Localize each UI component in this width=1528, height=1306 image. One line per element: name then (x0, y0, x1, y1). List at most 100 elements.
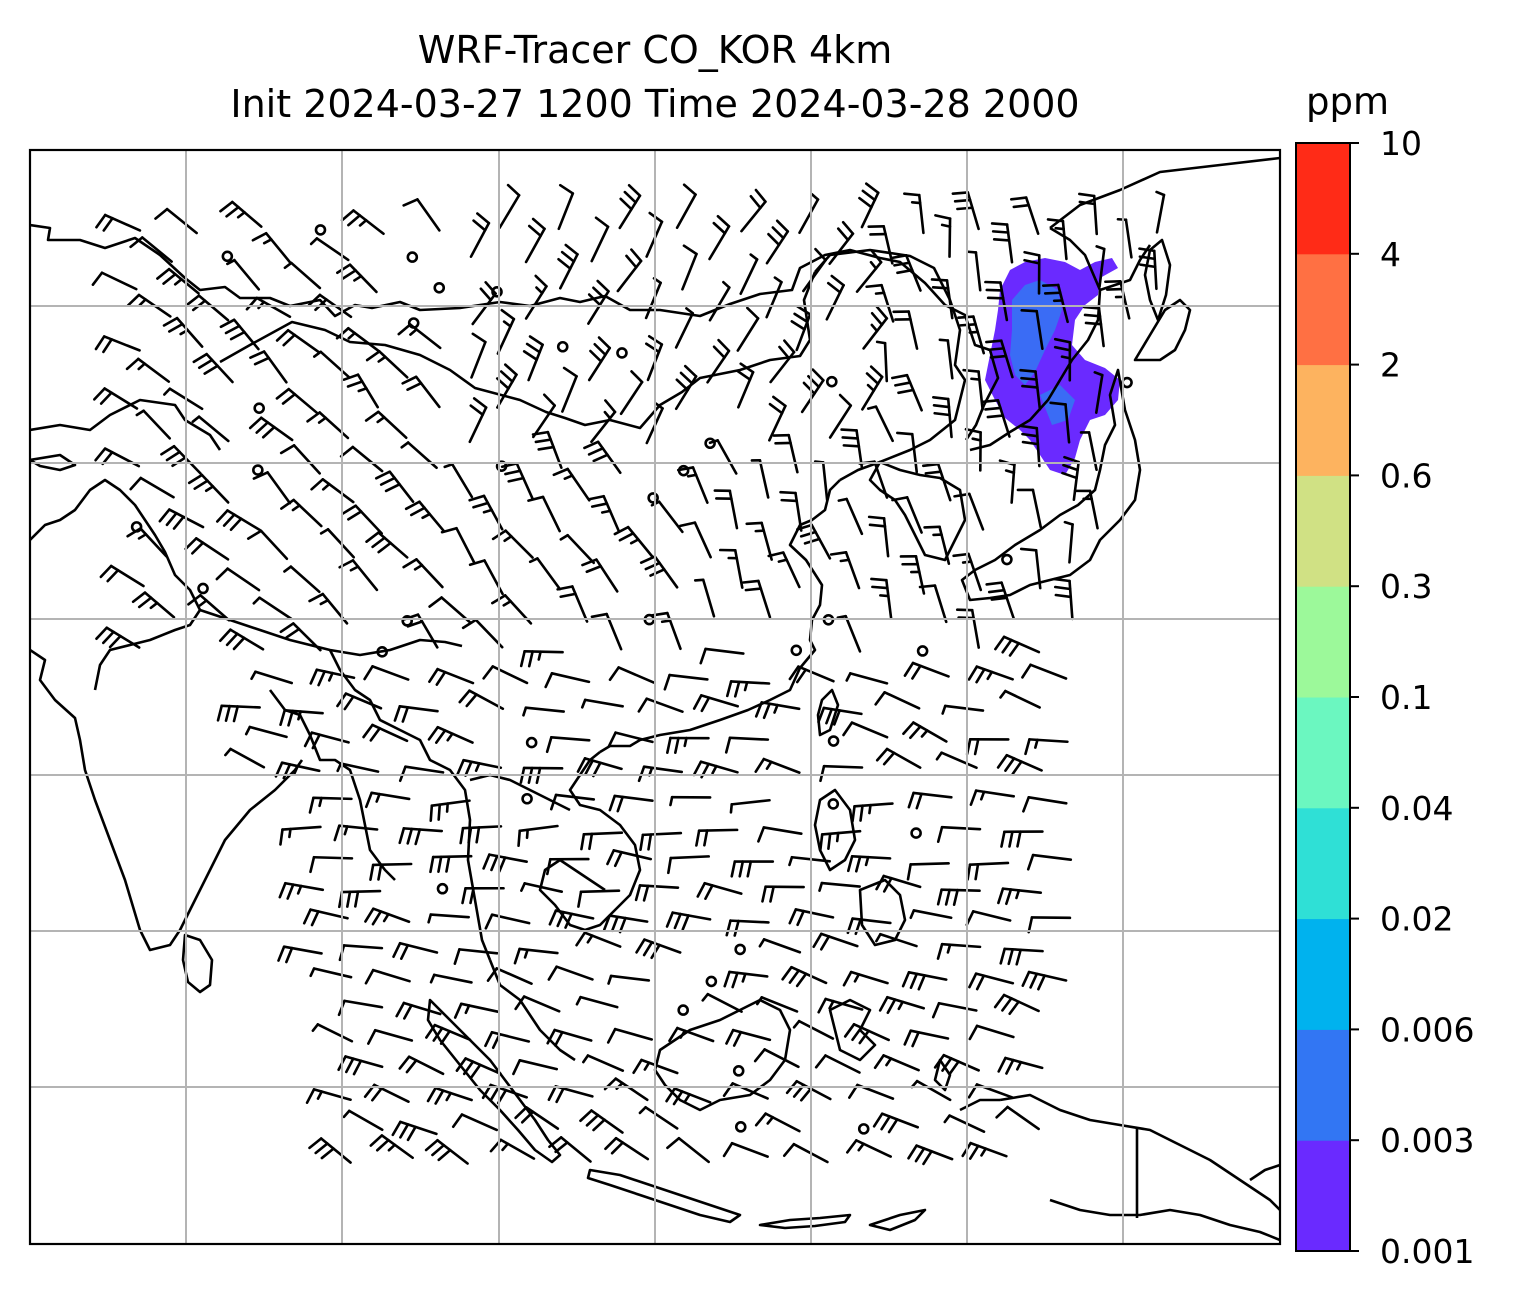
wind-barb (722, 1141, 769, 1158)
wind-barb (402, 558, 444, 589)
wind-barb (813, 460, 829, 502)
wind-barb (364, 968, 411, 985)
wind-barb (310, 478, 355, 504)
wind-barb (724, 736, 770, 754)
colorbar-tick-label: 0.3 (1380, 567, 1432, 606)
wind-barb (425, 1023, 472, 1045)
wind-barb (577, 889, 621, 908)
wind-barb (519, 650, 564, 668)
wind-barb (825, 274, 845, 321)
coastline-taiwan (816, 688, 840, 737)
wind-barb (701, 992, 743, 1013)
wind-barb (754, 757, 801, 774)
chart-title-line2: Init 2024-03-27 1200 Time 2024-03-28 200… (230, 82, 1080, 126)
wind-barb (862, 305, 889, 350)
wind-barb (187, 473, 230, 504)
wind-barb (757, 826, 803, 843)
wind-barb (845, 1139, 892, 1158)
wind-barb (275, 329, 321, 354)
wind-barb (163, 387, 204, 411)
wind-barb (865, 283, 895, 323)
wind-barb (966, 861, 1010, 881)
wind-barb (739, 253, 759, 296)
wind-barb (674, 364, 698, 411)
wind-barb (890, 254, 922, 292)
coastline-india (30, 648, 304, 952)
wind-barb (800, 368, 825, 414)
wind-barb (637, 765, 684, 783)
wind-barb (275, 387, 320, 415)
wind-barb (218, 628, 265, 651)
wind-barb (867, 515, 890, 558)
wind-barb (790, 305, 812, 352)
coastline-japan-hokkaido (1133, 298, 1192, 362)
wind-barb (582, 1054, 625, 1072)
wind-barb (469, 212, 491, 258)
colorbar-segment (1296, 918, 1350, 1030)
wind-barb (993, 993, 1040, 1016)
wind-barb (514, 995, 561, 1013)
wind-barb (855, 249, 883, 293)
wind-barb (401, 375, 441, 409)
coastline-india-west (30, 478, 202, 691)
wind-barb (187, 593, 231, 622)
calm-circle (253, 402, 265, 414)
calm-circle (916, 645, 929, 657)
wind-barb (754, 701, 801, 720)
wind-barb (1078, 192, 1099, 236)
wind-barb (249, 350, 288, 384)
wind-barb (874, 691, 921, 710)
wind-barb (1041, 283, 1069, 324)
coastline-lesser-sunda (758, 1213, 852, 1230)
wind-barb (312, 350, 351, 379)
wind-barb (875, 874, 922, 893)
wind-barb (544, 672, 591, 689)
wind-barb (93, 387, 139, 410)
wind-barb (1093, 370, 1104, 414)
colorbar-segment (1296, 253, 1350, 366)
wind-barb (1104, 280, 1131, 320)
wind-barb (215, 509, 262, 532)
wind-barb (650, 500, 684, 534)
wind-barb (1026, 853, 1073, 871)
coastline-thai-malay (488, 959, 576, 1062)
wind-barb (907, 791, 953, 810)
wind-barb (666, 1136, 710, 1164)
wind-barb (667, 855, 711, 875)
wind-barb (782, 1142, 829, 1164)
calm-circle (857, 1123, 870, 1135)
wind-barb (129, 236, 173, 263)
wind-barb (840, 428, 864, 470)
wind-barb (930, 278, 954, 320)
wind-barb (337, 1055, 384, 1076)
wind-barb (404, 500, 446, 533)
wind-barb (1020, 309, 1044, 351)
wind-barb (998, 459, 1016, 504)
wind-barb (936, 825, 982, 844)
wind-barb (730, 860, 775, 878)
colorbar-tick-label: 0.001 (1380, 1232, 1474, 1271)
wind-barb (192, 352, 234, 384)
wind-barb (154, 207, 198, 235)
wind-barb (336, 762, 380, 773)
wind-barb (522, 706, 565, 717)
wind-barb (333, 824, 379, 842)
wind-barb (342, 373, 380, 409)
calm-circle (1001, 553, 1013, 566)
wind-barb (95, 626, 141, 649)
colorbar-segment (1296, 143, 1350, 255)
wind-barb (1116, 217, 1133, 259)
wind-barb (367, 1028, 414, 1045)
wind-barb (722, 1082, 769, 1100)
wind-barb (951, 191, 980, 231)
calm-circle (376, 646, 388, 658)
coastline-kamchatka-edge (969, 226, 1102, 452)
wind-barb (1020, 424, 1041, 468)
wind-barb (126, 527, 168, 558)
wind-barb (1095, 245, 1106, 288)
wind-barb (496, 308, 516, 355)
coastline-china-northeast (814, 248, 967, 482)
wind-barb (639, 831, 683, 851)
wind-barb (278, 881, 325, 900)
wind-barb (699, 647, 745, 665)
